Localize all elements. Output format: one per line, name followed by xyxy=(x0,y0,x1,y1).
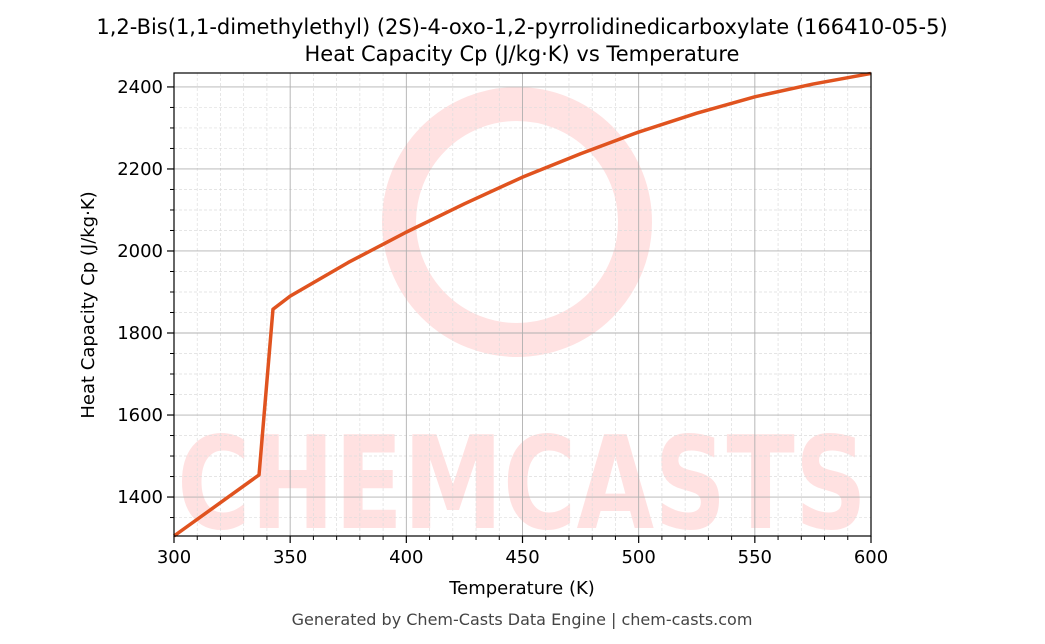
y-tick-label: 1800 xyxy=(117,323,163,344)
y-tick-label: 1400 xyxy=(117,487,163,508)
y-tick-label: 2000 xyxy=(117,241,163,262)
x-tick-label: 600 xyxy=(854,547,888,568)
x-tick-label: 350 xyxy=(273,547,307,568)
x-tick-label: 400 xyxy=(389,547,423,568)
chart-subtitle: Heat Capacity Cp (J/kg·K) vs Temperature xyxy=(305,42,740,66)
chart-title: 1,2-Bis(1,1-dimethylethyl) (2S)-4-oxo-1,… xyxy=(96,15,947,39)
x-tick-label: 500 xyxy=(621,547,655,568)
x-tick-label: 300 xyxy=(157,547,191,568)
x-tick-label: 550 xyxy=(738,547,772,568)
series-line-cp xyxy=(172,71,872,538)
y-tick-label: 2400 xyxy=(117,77,163,98)
x-axis-label: Temperature (K) xyxy=(448,578,595,599)
y-tick-label: 1600 xyxy=(117,405,163,426)
svg-text:CHEMCASTS: CHEMCASTS xyxy=(177,410,867,559)
x-tick-label: 450 xyxy=(505,547,539,568)
footer-credit: Generated by Chem-Casts Data Engine | ch… xyxy=(292,610,753,629)
y-axis-label: Heat Capacity Cp (J/kg·K) xyxy=(78,191,99,418)
y-tick-label: 2200 xyxy=(117,159,163,180)
watermark-logo: CHEMCASTS xyxy=(177,87,867,559)
